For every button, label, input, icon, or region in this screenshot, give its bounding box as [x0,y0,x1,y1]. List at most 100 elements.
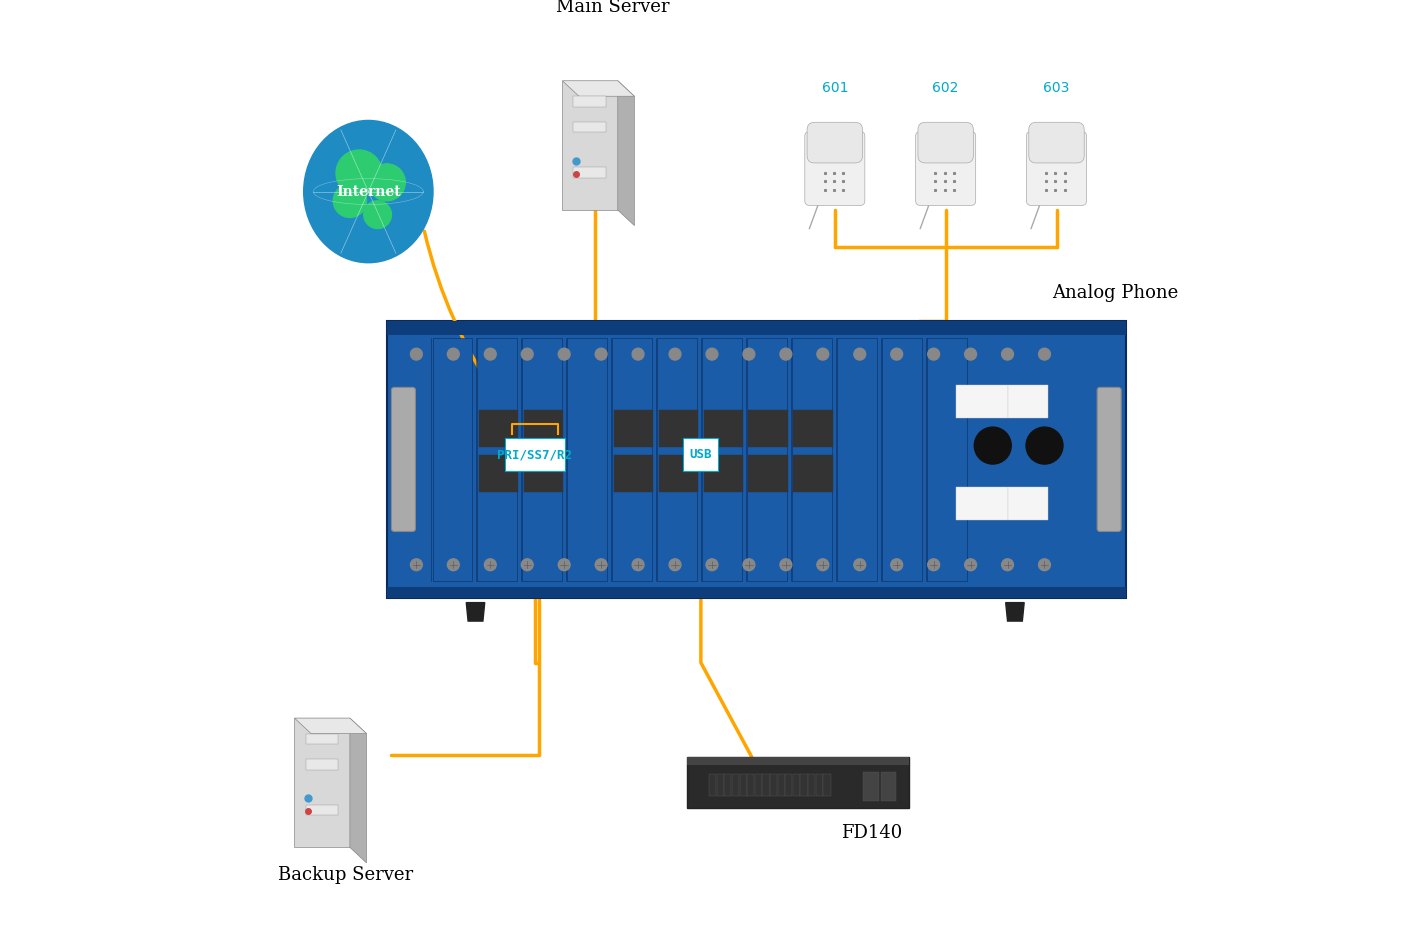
FancyBboxPatch shape [387,586,1126,598]
Circle shape [1002,348,1013,360]
FancyBboxPatch shape [573,96,605,106]
Circle shape [521,559,533,570]
Circle shape [336,150,382,196]
Circle shape [817,559,828,570]
FancyBboxPatch shape [748,774,755,796]
Text: PRI/SS7/R2: PRI/SS7/R2 [497,448,571,461]
Circle shape [974,427,1012,464]
FancyBboxPatch shape [306,759,337,770]
Polygon shape [466,603,485,621]
FancyBboxPatch shape [387,321,1126,335]
Polygon shape [295,718,367,734]
Circle shape [780,559,792,570]
FancyBboxPatch shape [391,387,415,531]
FancyBboxPatch shape [1007,384,1048,418]
Polygon shape [350,718,367,863]
FancyBboxPatch shape [777,774,785,796]
Circle shape [890,348,903,360]
Text: 602: 602 [933,81,959,95]
FancyBboxPatch shape [804,132,865,205]
Circle shape [965,348,976,360]
Circle shape [411,559,422,570]
Circle shape [669,559,682,570]
FancyBboxPatch shape [864,772,879,802]
FancyBboxPatch shape [710,774,717,796]
FancyBboxPatch shape [477,338,516,582]
Circle shape [447,348,459,360]
FancyBboxPatch shape [478,455,518,492]
FancyBboxPatch shape [762,774,769,796]
FancyBboxPatch shape [882,772,896,802]
Circle shape [1002,559,1013,570]
Circle shape [669,348,682,360]
FancyBboxPatch shape [724,774,731,796]
Polygon shape [563,81,635,96]
FancyBboxPatch shape [1029,122,1084,163]
Circle shape [706,559,718,570]
Text: Main Server: Main Server [556,0,670,16]
FancyBboxPatch shape [659,411,698,447]
Circle shape [744,559,755,570]
FancyBboxPatch shape [614,411,653,447]
FancyBboxPatch shape [800,774,807,796]
Circle shape [817,348,828,360]
Text: Backup Server: Backup Server [278,865,413,884]
FancyBboxPatch shape [793,411,832,447]
Circle shape [1026,427,1062,464]
FancyBboxPatch shape [755,774,762,796]
FancyBboxPatch shape [683,438,718,472]
Circle shape [447,559,459,570]
FancyBboxPatch shape [704,411,744,447]
Circle shape [965,559,976,570]
Circle shape [333,184,367,217]
Circle shape [706,348,718,360]
FancyBboxPatch shape [295,718,350,847]
Text: FD140: FD140 [841,825,903,843]
FancyBboxPatch shape [306,805,337,815]
FancyBboxPatch shape [306,734,337,744]
FancyBboxPatch shape [687,757,909,765]
FancyBboxPatch shape [387,321,1126,598]
FancyBboxPatch shape [1026,132,1086,205]
Circle shape [1038,348,1050,360]
FancyBboxPatch shape [523,455,563,492]
Text: Internet: Internet [336,184,401,198]
FancyBboxPatch shape [433,338,473,582]
FancyBboxPatch shape [793,455,832,492]
FancyBboxPatch shape [703,338,742,582]
Circle shape [411,348,422,360]
FancyBboxPatch shape [748,338,787,582]
Circle shape [521,348,533,360]
FancyBboxPatch shape [614,455,653,492]
FancyBboxPatch shape [522,338,562,582]
Circle shape [928,559,940,570]
FancyBboxPatch shape [523,411,563,447]
FancyBboxPatch shape [563,81,618,210]
FancyBboxPatch shape [748,455,789,492]
Circle shape [632,348,643,360]
FancyBboxPatch shape [567,338,607,582]
FancyBboxPatch shape [717,774,724,796]
Circle shape [595,348,607,360]
Circle shape [744,348,755,360]
Circle shape [854,348,866,360]
Circle shape [1038,559,1050,570]
FancyBboxPatch shape [916,132,975,205]
FancyBboxPatch shape [704,455,744,492]
Text: 603: 603 [1043,81,1070,95]
FancyBboxPatch shape [658,338,697,582]
Circle shape [559,559,570,570]
Text: USB: USB [690,448,713,461]
FancyBboxPatch shape [573,122,605,133]
Text: 601: 601 [821,81,848,95]
FancyBboxPatch shape [807,122,862,163]
FancyBboxPatch shape [573,167,605,177]
FancyBboxPatch shape [786,774,793,796]
Circle shape [484,559,497,570]
Polygon shape [1006,603,1024,621]
FancyBboxPatch shape [732,774,739,796]
FancyBboxPatch shape [955,384,1007,418]
Circle shape [632,559,643,570]
Circle shape [364,201,391,229]
FancyBboxPatch shape [770,774,777,796]
